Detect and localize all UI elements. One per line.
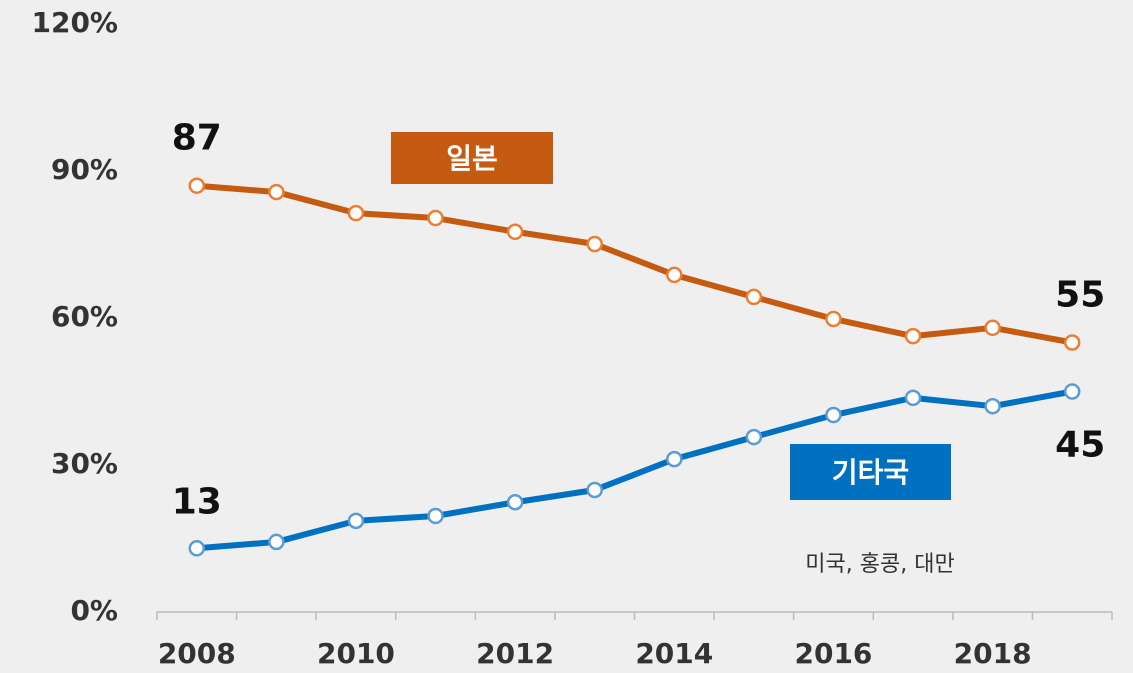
y-tick-label: 0% xyxy=(70,594,118,627)
marker xyxy=(586,235,603,253)
marker xyxy=(745,428,763,446)
data-label: 87 xyxy=(172,118,222,159)
y-tick-label: 120% xyxy=(31,6,118,39)
data-label: 13 xyxy=(172,481,222,522)
marker xyxy=(666,266,683,284)
x-tick-label: 2018 xyxy=(954,637,1032,670)
legend-box xyxy=(790,444,951,500)
marker xyxy=(188,177,206,194)
marker xyxy=(347,512,365,530)
marker xyxy=(984,397,1001,415)
marker xyxy=(427,507,444,525)
data-label: 45 xyxy=(1055,425,1105,466)
marker xyxy=(666,450,683,468)
x-tick-label: 2012 xyxy=(476,637,554,670)
marker xyxy=(1063,383,1081,400)
y-tick-label: 30% xyxy=(51,447,118,480)
x-tick-label: 2010 xyxy=(317,637,395,670)
marker xyxy=(904,327,922,345)
x-tick-label: 2016 xyxy=(794,637,872,670)
marker xyxy=(586,481,603,499)
marker xyxy=(506,223,524,241)
marker xyxy=(825,406,842,424)
marker xyxy=(745,288,763,306)
data-label: 55 xyxy=(1055,275,1105,316)
marker xyxy=(825,310,842,328)
marker xyxy=(506,493,524,511)
marker xyxy=(427,209,444,227)
line xyxy=(196,182,1073,346)
marker xyxy=(984,319,1001,337)
x-tick-label: 2014 xyxy=(635,637,713,670)
marker xyxy=(1063,334,1081,351)
legend-label: 일본 xyxy=(446,142,498,175)
line xyxy=(196,388,1073,552)
annotation: 미국, 홍콩, 대만 xyxy=(805,552,954,577)
marker xyxy=(347,204,365,222)
legend-box xyxy=(391,132,553,184)
y-tick-label: 90% xyxy=(51,153,118,186)
marker xyxy=(268,533,285,551)
marker xyxy=(188,540,206,557)
marker xyxy=(904,389,922,407)
legend-label: 기타국 xyxy=(832,456,909,489)
x-tick-label: 2008 xyxy=(158,637,236,670)
y-tick-label: 60% xyxy=(51,300,118,333)
marker xyxy=(268,183,285,201)
